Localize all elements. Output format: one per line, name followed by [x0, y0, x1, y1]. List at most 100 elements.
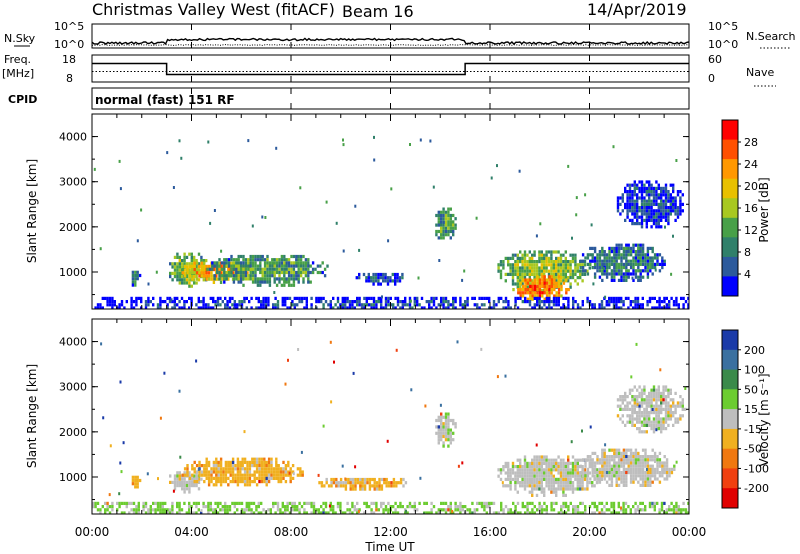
range-tick-label: 4000: [59, 336, 87, 349]
sky-tick-bottom: 10^0: [54, 38, 84, 51]
cpid-value: normal (fast) 151 RF: [95, 93, 235, 107]
colorbar-tick-label: 100: [744, 364, 765, 377]
velocity-colorbar: 200 100 50 15 -15 -50 -100 -200: [721, 329, 769, 509]
colorbar-tick-label: 4: [744, 268, 751, 281]
beam-title: Beam 16: [342, 2, 414, 21]
colorbar-tick-label: 12: [744, 224, 758, 237]
nave-tick-top: 60: [708, 53, 722, 66]
colorbar-swatch: [722, 178, 738, 199]
colorbar-swatch: [722, 389, 738, 410]
colorbar-swatch: [722, 198, 738, 219]
time-axis: 00:00 04:00 08:00 12:00 16:00 20:00 00:00: [75, 24, 707, 539]
freq-strip: Freq. [MHz] 18 8 60 0 Nave: [2, 53, 776, 87]
echo-region-4: [435, 412, 457, 448]
colorbar-swatch: [722, 488, 738, 509]
power-colorbar-label: Power [dB]: [757, 177, 771, 242]
colorbar-swatch: [722, 428, 738, 450]
colorbar-swatch: [722, 276, 738, 297]
colorbar-tick-label: -200: [744, 482, 769, 495]
echo-region-7: [512, 275, 570, 301]
time-tick-label: 00:00: [672, 525, 707, 539]
colorbar-swatch: [722, 237, 738, 258]
freq-label-2: [MHz]: [2, 67, 34, 80]
time-tick-label: 08:00: [274, 525, 309, 539]
colorbar-swatch: [722, 159, 738, 180]
velocity-panel: 4000 3000 2000 1000 Slant Range [km]: [25, 318, 690, 515]
range-tick-label: 2000: [59, 426, 87, 439]
echo-region-5: [435, 207, 457, 240]
time-tick-label: 04:00: [174, 525, 209, 539]
freq-tick-top: 18: [62, 53, 76, 66]
colorbar-tick-label: 200: [744, 344, 765, 357]
freq-label-1: Freq.: [4, 53, 31, 66]
colorbar-swatch: [722, 409, 738, 430]
colorbar-tick-label: 20: [744, 180, 758, 193]
time-tick-label: 00:00: [75, 525, 110, 539]
power-colorbar: 28 24 20 16 12 8 4: [721, 119, 758, 297]
time-tick-label: 16:00: [473, 525, 508, 539]
search-tick-top: 10^5: [708, 20, 738, 33]
range-tick-label: 3000: [59, 176, 87, 189]
sky-tick-top: 10^5: [54, 20, 84, 33]
range-tick-label: 3000: [59, 381, 87, 394]
colorbar-swatch: [722, 120, 738, 141]
range-tick-label: 2000: [59, 221, 87, 234]
scattered-echoes: [93, 135, 678, 309]
cpid-strip: CPID normal (fast) 151 RF: [8, 87, 690, 110]
echo-region-3: [318, 477, 408, 491]
date-title: 14/Apr/2019: [587, 0, 687, 19]
echo-region-8: [579, 243, 666, 282]
nave-label: Nave: [746, 66, 774, 79]
colorbar-tick-label: 15: [744, 403, 758, 416]
range-tick-label: 1000: [59, 471, 87, 484]
search-label: N.Search: [746, 30, 796, 43]
echo-region-10: [94, 296, 689, 309]
colorbar-swatch: [722, 256, 738, 277]
freq-tick-bottom: 8: [66, 72, 73, 85]
echo-region-3: [206, 254, 329, 287]
power-panel: 4000 3000 2000 1000 Slant Range [km]: [25, 113, 690, 310]
echo-region-6: [579, 448, 676, 487]
search-tick-bottom: 10^0: [708, 38, 738, 51]
echo-region-0: [131, 475, 142, 489]
time-tick-label: 20:00: [572, 525, 607, 539]
nave-tick-bottom: 0: [708, 72, 715, 85]
colorbar-tick-label: 8: [744, 246, 751, 259]
colorbar-swatch: [722, 330, 738, 351]
range-tick-label: 1000: [59, 266, 87, 279]
cpid-label: CPID: [8, 93, 37, 106]
time-tick-label: 12:00: [373, 525, 408, 539]
scattered-echoes: [100, 340, 687, 514]
echo-region-2: [181, 457, 304, 487]
velocity-ylabel: Slant Range [km]: [25, 364, 39, 468]
sky-label: N.Sky: [4, 32, 36, 45]
colorbar-swatch: [722, 139, 738, 160]
velocity-colorbar-label: Velocity [m s⁻¹]: [757, 373, 771, 466]
colorbar-swatch: [722, 369, 738, 390]
colorbar-tick-label: -15: [744, 423, 762, 436]
freq-line: [92, 62, 689, 76]
velocity-axis: 4000 3000 2000 1000: [59, 336, 689, 501]
colorbar-swatch: [722, 217, 738, 238]
velocity-heatmap: [92, 340, 689, 514]
colorbar-tick-label: -100: [744, 462, 769, 475]
echo-region-4: [355, 272, 404, 286]
time-axis-label: Time UT: [364, 540, 415, 554]
colorbar-swatch: [722, 448, 738, 469]
colorbar-tick-label: 28: [744, 136, 758, 149]
colorbar-tick-label: 24: [744, 158, 758, 171]
power-heatmap: [93, 135, 689, 309]
echo-region-0: [131, 270, 142, 287]
power-ylabel: Slant Range [km]: [25, 159, 39, 263]
colorbar-tick-label: 16: [744, 202, 758, 215]
echo-region-7: [616, 385, 687, 434]
echo-region-5: [497, 455, 603, 497]
colorbar-swatch: [722, 349, 738, 371]
power-axis: 4000 3000 2000 1000: [59, 131, 689, 296]
noise-strip: N.Sky 10^5 10^0 10^5 10^0 N.Search: [4, 20, 796, 51]
colorbar-tick-label: -50: [744, 443, 762, 456]
colorbar-tick-label: 50: [744, 383, 758, 396]
colorbar-swatch: [722, 468, 738, 489]
range-tick-label: 4000: [59, 131, 87, 144]
